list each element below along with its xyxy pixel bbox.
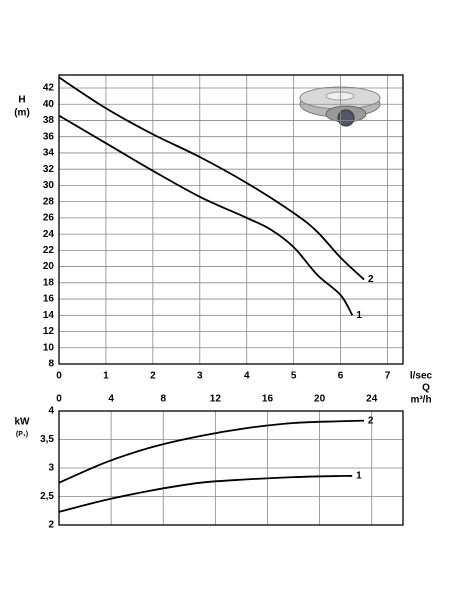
y-axis-unit: (m) xyxy=(14,108,30,119)
x-tick-label: 4 xyxy=(108,394,114,405)
y-tick-label: 36 xyxy=(43,131,55,142)
y-tick-label: 3 xyxy=(48,463,54,474)
x-tick-label: 24 xyxy=(366,394,378,405)
y-tick-label: 22 xyxy=(43,245,55,256)
x-tick-label: 8 xyxy=(160,394,166,405)
curve xyxy=(58,474,353,513)
y-tick-label: 20 xyxy=(43,261,55,272)
x-tick-label: 20 xyxy=(314,394,326,405)
y-tick-label: 38 xyxy=(43,115,55,126)
y-tick-label: 40 xyxy=(43,99,55,110)
y-tick-label: 2 xyxy=(48,520,54,531)
impeller-image xyxy=(299,86,381,127)
curve xyxy=(58,76,365,281)
x-axis-label: Q xyxy=(422,383,430,394)
curve-label: 1 xyxy=(356,471,362,482)
y-tick-label: 30 xyxy=(43,180,55,191)
y-tick-label: 12 xyxy=(43,326,55,337)
y-axis-label: H xyxy=(18,95,25,106)
y-tick-label: 14 xyxy=(43,310,55,321)
x-tick-label: 2 xyxy=(150,371,156,382)
y-axis-label: kW xyxy=(15,417,31,428)
x-tick-label: 4 xyxy=(244,371,250,382)
curve-label: 2 xyxy=(368,415,374,426)
y-tick-label: 16 xyxy=(43,294,55,305)
x-axis-unit: l/sec xyxy=(410,371,433,382)
y-tick-label: 18 xyxy=(43,277,55,288)
x-tick-label: 6 xyxy=(338,371,344,382)
x-tick-label: 16 xyxy=(262,394,274,405)
x-tick-label: 0 xyxy=(56,394,62,405)
y-tick-label: 10 xyxy=(43,342,55,353)
y-tick-label: 26 xyxy=(43,213,55,224)
x-axis-unit: m³/h xyxy=(410,395,431,406)
y-tick-label: 4 xyxy=(48,406,54,417)
x-tick-label: 1 xyxy=(103,371,109,382)
y-tick-label: 42 xyxy=(43,83,55,94)
x-tick-label: 12 xyxy=(210,394,222,405)
curve xyxy=(58,419,364,484)
y-tick-label: 8 xyxy=(48,359,54,370)
y-tick-label: 3,5 xyxy=(40,434,54,445)
plot-frame xyxy=(58,74,404,365)
y-axis-unit: (P₁) xyxy=(16,431,28,438)
y-tick-label: 24 xyxy=(43,229,55,240)
y-tick-label: 34 xyxy=(43,148,55,159)
y-tick-label: 2,5 xyxy=(40,491,54,502)
curve-label: 2 xyxy=(368,274,374,285)
curve-label: 1 xyxy=(356,310,362,321)
x-tick-label: 5 xyxy=(291,371,297,382)
y-tick-label: 28 xyxy=(43,196,55,207)
plot-frame xyxy=(58,410,404,526)
x-tick-label: 0 xyxy=(56,371,62,382)
y-tick-label: 32 xyxy=(43,164,55,175)
x-tick-label: 3 xyxy=(197,371,203,382)
curve xyxy=(58,114,354,316)
x-tick-label: 7 xyxy=(385,371,391,382)
